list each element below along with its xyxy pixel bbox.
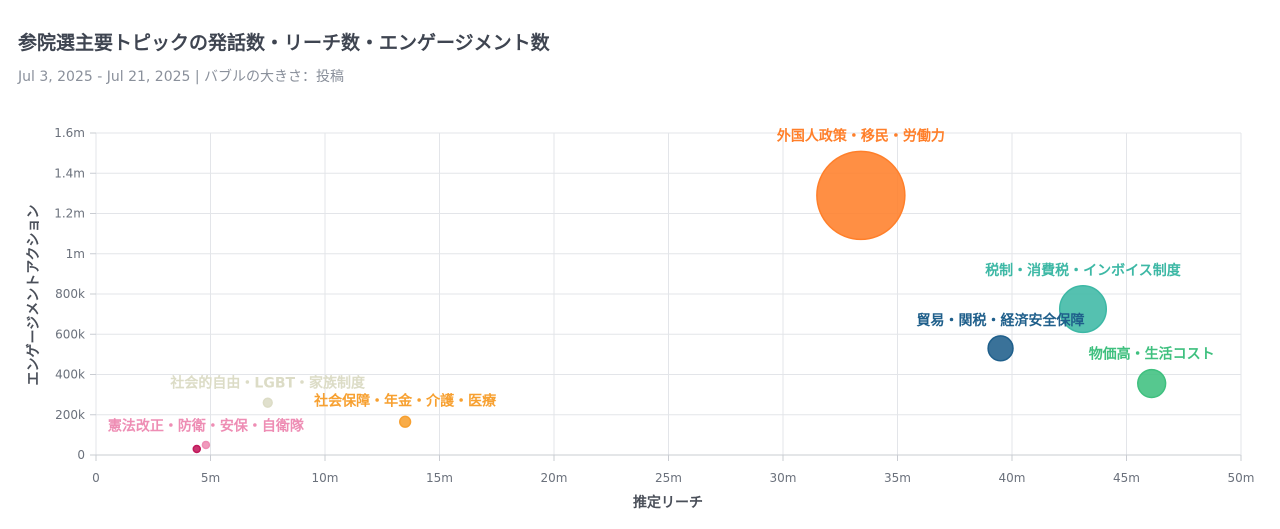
bubble	[399, 415, 412, 428]
chart-subtitle: Jul 3, 2025 - Jul 21, 2025 | バブルの大きさ：投稿	[18, 69, 345, 85]
bubbles	[192, 150, 1167, 454]
x-tick-label: 45m	[1113, 471, 1140, 485]
y-axis-ticks: 0 200k 400k 600k 800k 1m 1.2m 1.4m 1.6m	[54, 126, 85, 462]
x-axis-title: 推定リーチ	[633, 494, 703, 511]
y-axis-title: エンゲージメントアクション	[25, 204, 42, 385]
bubble-labels: 外国人政策・移民・労働力税制・消費税・インボイス制度物価高・生活コスト貿易・関税…	[107, 127, 1215, 434]
bubble	[1058, 285, 1108, 334]
x-tick-label: 50m	[1228, 471, 1255, 485]
x-tick-label: 5m	[201, 471, 220, 485]
x-tick-label: 0	[92, 471, 100, 485]
bubble-label: 憲法改正・防衛・安保・自衛隊	[107, 417, 305, 434]
y-tick-label: 1.6m	[54, 126, 85, 140]
y-tick-label: 400k	[55, 368, 85, 382]
y-tick-label: 600k	[55, 327, 85, 341]
x-tick-label: 30m	[770, 471, 797, 485]
y-tick-label: 1m	[66, 247, 85, 261]
x-axis-ticks: 0 5m 10m 15m 20m 25m 30m 35m 40m 45m 50m	[92, 471, 1254, 485]
y-tick-label: 1.2m	[54, 207, 85, 221]
x-tick-label: 20m	[541, 471, 568, 485]
y-tick-label: 1.4m	[54, 166, 85, 180]
x-tick-label: 40m	[999, 471, 1026, 485]
x-tick-label: 10m	[312, 471, 339, 485]
bubble	[1137, 368, 1167, 399]
bubble	[192, 444, 202, 454]
bubble-label: 外国人政策・移民・労働力	[777, 127, 945, 144]
x-tick-label: 35m	[884, 471, 911, 485]
y-tick-label: 0	[77, 448, 85, 462]
x-tick-label: 25m	[655, 471, 682, 485]
bubble-label: 税制・消費税・インボイス制度	[985, 262, 1182, 279]
bubble	[201, 440, 211, 450]
bubble-label: 社会保障・年金・介護・医療	[313, 392, 497, 409]
bubble-label: 社会的自由・LGBT・家族制度	[169, 374, 366, 391]
x-tick-label: 15m	[426, 471, 453, 485]
y-tick-label: 800k	[55, 287, 85, 301]
bubble	[262, 397, 273, 408]
bubble	[987, 335, 1014, 362]
chart-title: 参院選主要トピックの発話数・リーチ数・エンゲージメント数	[18, 32, 550, 54]
bubble	[816, 150, 906, 241]
bubble-label: 物価高・生活コスト	[1089, 346, 1215, 363]
bubble-label: 貿易・関税・経済安全保障	[917, 312, 1085, 329]
y-tick-label: 200k	[55, 408, 85, 422]
